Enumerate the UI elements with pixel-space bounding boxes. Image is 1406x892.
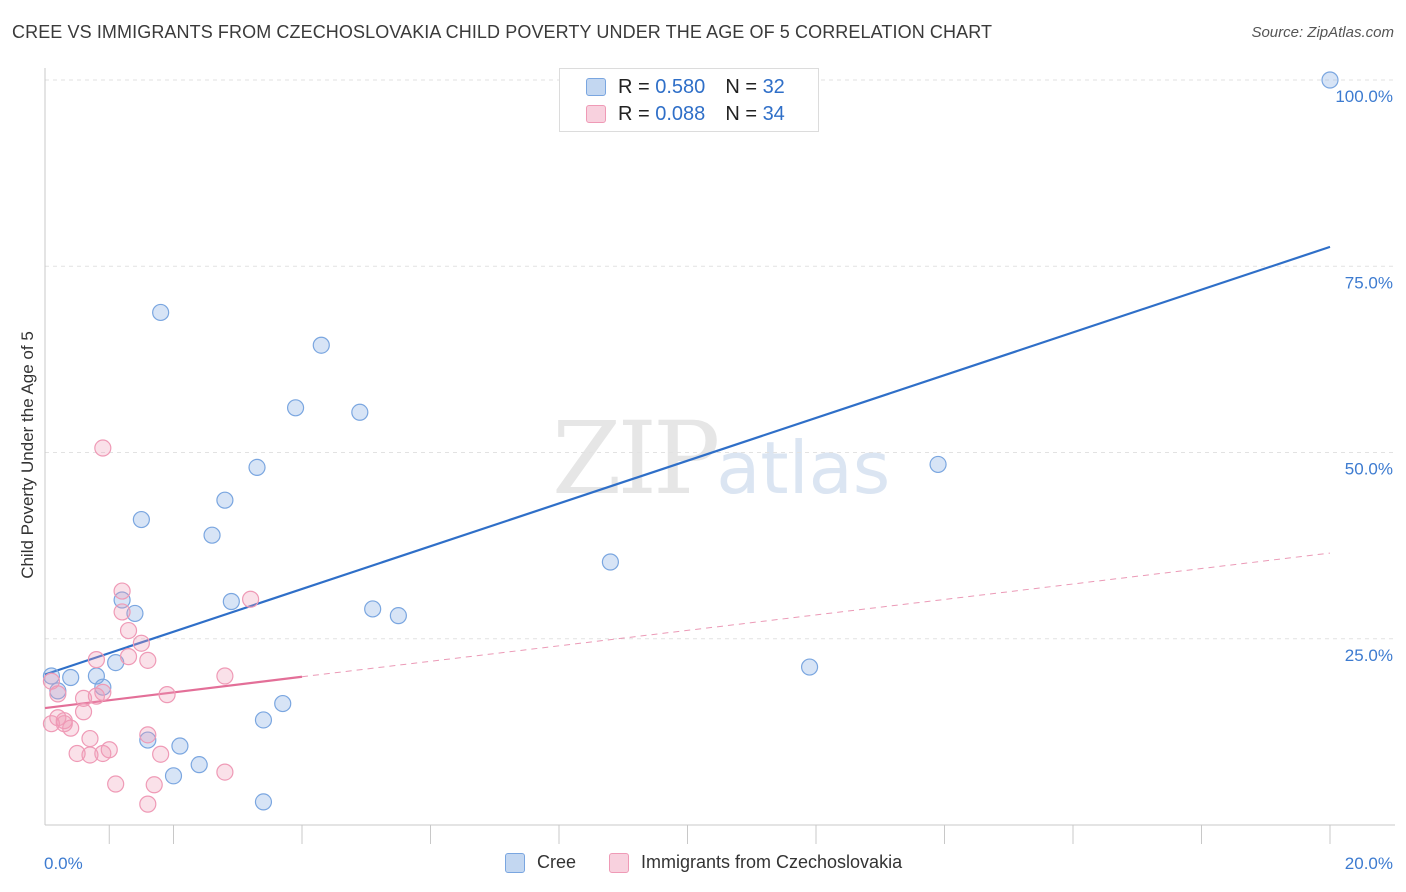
czechoslovakia-point [119, 648, 138, 666]
legend-r-label: R = [618, 75, 650, 98]
czechoslovakia-point [132, 634, 150, 652]
cree-point [286, 399, 305, 417]
trend-lines [44, 245, 1331, 710]
cree-point [601, 553, 620, 571]
cree-point [152, 303, 170, 322]
series-legend: Cree Immigrants from Czechoslovakia [0, 852, 1406, 878]
legend-n-value: 32 [762, 75, 785, 98]
czechoslovakia-point [216, 667, 234, 685]
czechoslovakia-point [158, 686, 176, 704]
czechoslovakia-trend-line [44, 675, 303, 710]
cree-point [254, 711, 273, 729]
cree-trend-line [44, 245, 1331, 676]
czechoslovakia-point [68, 744, 86, 763]
legend-n-value: 34 [762, 102, 785, 125]
cree-point [203, 526, 221, 544]
gridlines [45, 79, 1395, 640]
data-points [42, 71, 1339, 813]
cree-point [139, 731, 157, 749]
cree-point [1321, 71, 1339, 89]
legend-row-cree: R = 0.580 N = 32 [586, 74, 785, 100]
czechoslovakia-point [49, 685, 67, 703]
czechoslovakia-point [216, 763, 234, 781]
cree-point [254, 793, 273, 811]
cree-point [274, 694, 292, 713]
legend-n-label: N = [725, 75, 757, 98]
czechoslovakia-point [62, 719, 80, 737]
cree-point [42, 667, 61, 685]
czechoslovakia-point [242, 590, 260, 608]
czechoslovakia-point [139, 651, 157, 669]
legend-item-cree[interactable]: Cree [505, 852, 576, 873]
correlation-legend: R = 0.580 N = 32 R = 0.088 N = 34 [559, 68, 819, 132]
legend-r-value: 0.580 [655, 75, 706, 98]
cree-point [62, 668, 80, 687]
source-text: Source: ZipAtlas.com [1251, 24, 1394, 41]
cree-point [222, 592, 240, 611]
cree-point [126, 604, 144, 623]
cree-point [171, 737, 189, 755]
y-tick-label: 50.0% [1345, 460, 1393, 479]
x-tick-label: 20.0% [1345, 854, 1393, 873]
czechoslovakia-point [94, 683, 112, 701]
cree-point [190, 756, 208, 774]
y-tick-label: 100.0% [1335, 87, 1393, 106]
czechoslovakia-point [139, 795, 157, 813]
legend-swatch-czechoslovakia [609, 852, 629, 873]
source-label: Source: ZipAtlas.com [1251, 24, 1394, 41]
czechoslovakia-point [74, 703, 93, 721]
legend-n-label: N = [725, 102, 757, 125]
legend-swatch-cree [505, 852, 525, 873]
czechoslovakia-point [42, 715, 61, 733]
cree-point [164, 767, 183, 785]
czechoslovakia-point [94, 439, 112, 457]
cree-point [800, 658, 819, 676]
legend-swatch-czechoslovakia [586, 105, 606, 123]
cree-point [351, 403, 369, 421]
x-tick-label: 0.0% [44, 854, 83, 873]
cree-point [216, 491, 234, 509]
czechoslovakia-point [113, 582, 131, 600]
czechoslovakia-point [145, 776, 163, 794]
czechoslovakia-point [81, 729, 99, 748]
czechoslovakia-point [87, 651, 106, 669]
legend-row-czechoslovakia: R = 0.088 N = 34 [586, 101, 785, 127]
czechoslovakia-point [74, 689, 93, 707]
cree-point [929, 455, 947, 474]
cree-point [364, 600, 382, 618]
cree-point [248, 458, 266, 476]
czechoslovakia-point [113, 603, 131, 621]
legend-r-label: R = [618, 102, 650, 125]
cree-point [94, 678, 112, 696]
legend-item-czechoslovakia[interactable]: Immigrants from Czechoslovakia [609, 852, 902, 873]
cree-point [312, 336, 330, 354]
legend-label-cree: Cree [537, 852, 577, 872]
czechoslovakia-point [100, 741, 118, 759]
legend-r-value: 0.088 [655, 102, 706, 125]
czechoslovakia-point [119, 621, 138, 640]
cree-point [113, 591, 131, 609]
y-axis-label: Child Poverty Under the Age of 5 [18, 331, 37, 579]
czechoslovakia-point [107, 775, 125, 793]
y-tick-label: 25.0% [1345, 646, 1393, 665]
watermark-atlas: atlas [716, 426, 891, 510]
czechoslovakia-point [152, 745, 170, 763]
y-tick-label: 75.0% [1345, 273, 1393, 292]
czechoslovakia-point [139, 726, 157, 744]
chart-title: CREE VS IMMIGRANTS FROM CZECHOSLOVAKIA C… [12, 22, 993, 42]
czechoslovakia-trend-extension [301, 552, 1331, 678]
legend-swatch-cree [586, 78, 606, 96]
cree-point [132, 510, 150, 529]
legend-label-czechoslovakia: Immigrants from Czechoslovakia [641, 852, 903, 872]
cree-point [389, 607, 407, 625]
tick-labels: 25.0% 50.0% 75.0% 100.0% 0.0% 20.0% [44, 87, 1393, 873]
axes [44, 68, 1395, 844]
